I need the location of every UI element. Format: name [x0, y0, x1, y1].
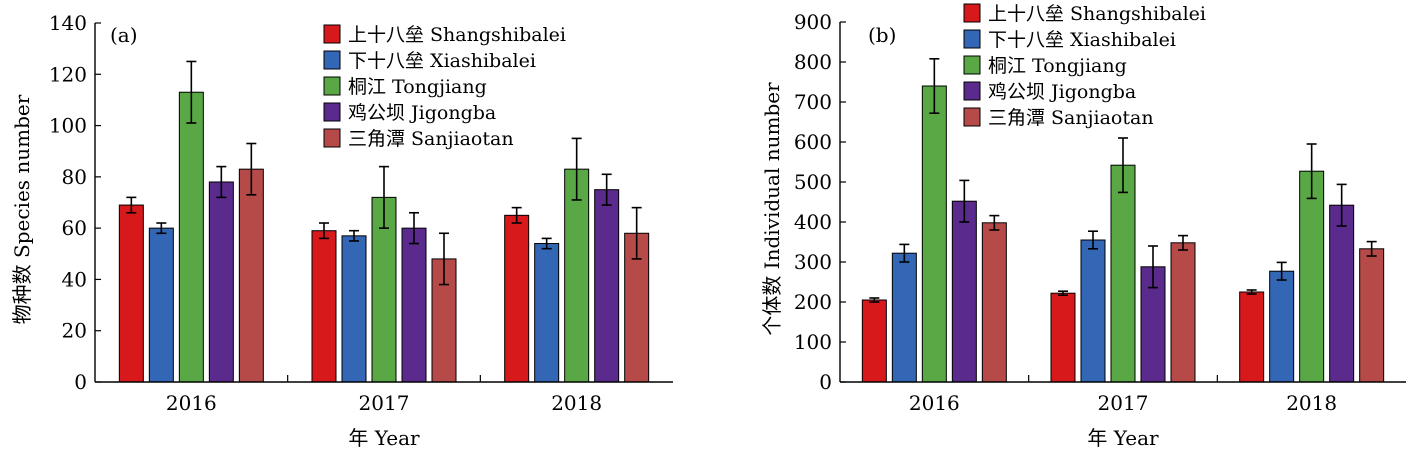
bar	[1080, 239, 1106, 383]
legend-swatch	[323, 128, 341, 148]
legend-swatch	[963, 3, 981, 23]
bar	[401, 227, 427, 383]
x-tick-label: 2016	[166, 391, 217, 415]
y-tick-label: 0	[819, 370, 832, 394]
y-tick-label: 900	[794, 10, 832, 34]
legend: 上十八垒 Shangshibalei 下十八垒 Xiashibalei 桐江 Ton…	[963, 3, 1206, 129]
legend-swatch	[323, 24, 341, 44]
bar	[238, 168, 264, 383]
x-tick-label: 2018	[551, 391, 602, 415]
bar	[1170, 242, 1196, 383]
y-tick-label: 60	[62, 216, 87, 240]
y-tick-label: 500	[794, 170, 832, 194]
y-tick-label: 200	[794, 290, 832, 314]
legend-swatch	[323, 102, 341, 122]
y-tick-label: 40	[62, 267, 87, 291]
y-tick-label: 0	[74, 370, 87, 394]
legend-label: 三角潭 Sanjiaotan	[988, 107, 1154, 129]
bar	[1329, 204, 1355, 383]
legend-swatch	[323, 76, 341, 96]
bar	[504, 214, 530, 383]
legend-label: 下十八垒 Xiashibalei	[348, 50, 536, 72]
bar	[208, 181, 234, 383]
bar	[921, 85, 947, 383]
bar	[178, 91, 204, 383]
bar	[534, 243, 560, 383]
bar	[861, 299, 887, 383]
bar	[891, 252, 917, 383]
bar	[1269, 270, 1295, 383]
legend-label: 上十八垒 Shangshibalei	[348, 24, 566, 46]
panel-label: (b)	[868, 23, 896, 47]
bar	[1239, 291, 1265, 383]
y-tick-label: 120	[49, 62, 87, 86]
chart-panel-a: 0 20 40 60 80 100 120 140 2016 2017 2018 年 Year 物种数 …	[10, 11, 673, 450]
x-tick-label: 2018	[1286, 391, 1337, 415]
legend-swatch	[963, 55, 981, 75]
bar	[981, 222, 1007, 383]
y-tick-label: 400	[794, 210, 832, 234]
bar	[1050, 292, 1076, 383]
y-tick-label: 100	[794, 330, 832, 354]
bar	[1299, 170, 1325, 383]
y-tick-label: 700	[794, 90, 832, 114]
legend-swatch	[963, 107, 981, 127]
bar	[1359, 248, 1385, 383]
y-tick-label: 80	[62, 165, 87, 189]
chart-panel-b: 0 100 200 300 400 500 600 700 800 900 2016 2017 2018…	[760, 3, 1406, 450]
bar	[1110, 164, 1136, 383]
legend-swatch	[963, 81, 981, 101]
y-axis-title: 个体数 Individual number	[760, 82, 784, 336]
bar	[564, 168, 590, 383]
y-tick-label: 100	[49, 114, 87, 138]
panel-label: (a)	[110, 23, 138, 47]
legend-label: 鸡公坝 Jigongba	[348, 102, 496, 124]
y-tick-label: 20	[62, 319, 87, 343]
legend-swatch	[963, 29, 981, 49]
bar	[118, 204, 144, 383]
legend-label: 桐江 Tongjiang	[348, 76, 487, 98]
legend: 上十八垒 Shangshibalei 下十八垒 Xiashibalei 桐江 Ton…	[323, 24, 566, 150]
bar	[951, 200, 977, 383]
x-tick-label: 2016	[909, 391, 960, 415]
x-tick-label: 2017	[1098, 391, 1149, 415]
y-tick-label: 300	[794, 250, 832, 274]
legend-label: 三角潭 Sanjiaotan	[348, 128, 514, 150]
y-axis-title: 物种数 Species number	[10, 94, 34, 324]
bar	[148, 227, 174, 383]
legend-label: 下十八垒 Xiashibalei	[988, 29, 1176, 51]
legend-label: 鸡公坝 Jigongba	[988, 81, 1136, 103]
legend-swatch	[323, 50, 341, 70]
bar	[311, 230, 337, 383]
bar	[341, 235, 367, 383]
y-tick-label: 600	[794, 130, 832, 154]
y-tick-label: 800	[794, 50, 832, 74]
legend-label: 上十八垒 Shangshibalei	[988, 3, 1206, 25]
x-axis-title: 年 Year	[1087, 426, 1159, 450]
x-tick-label: 2017	[359, 391, 410, 415]
x-axis-title: 年 Year	[348, 426, 420, 450]
bar	[594, 189, 620, 383]
y-tick-label: 140	[49, 11, 87, 35]
legend-label: 桐江 Tongjiang	[988, 55, 1127, 77]
